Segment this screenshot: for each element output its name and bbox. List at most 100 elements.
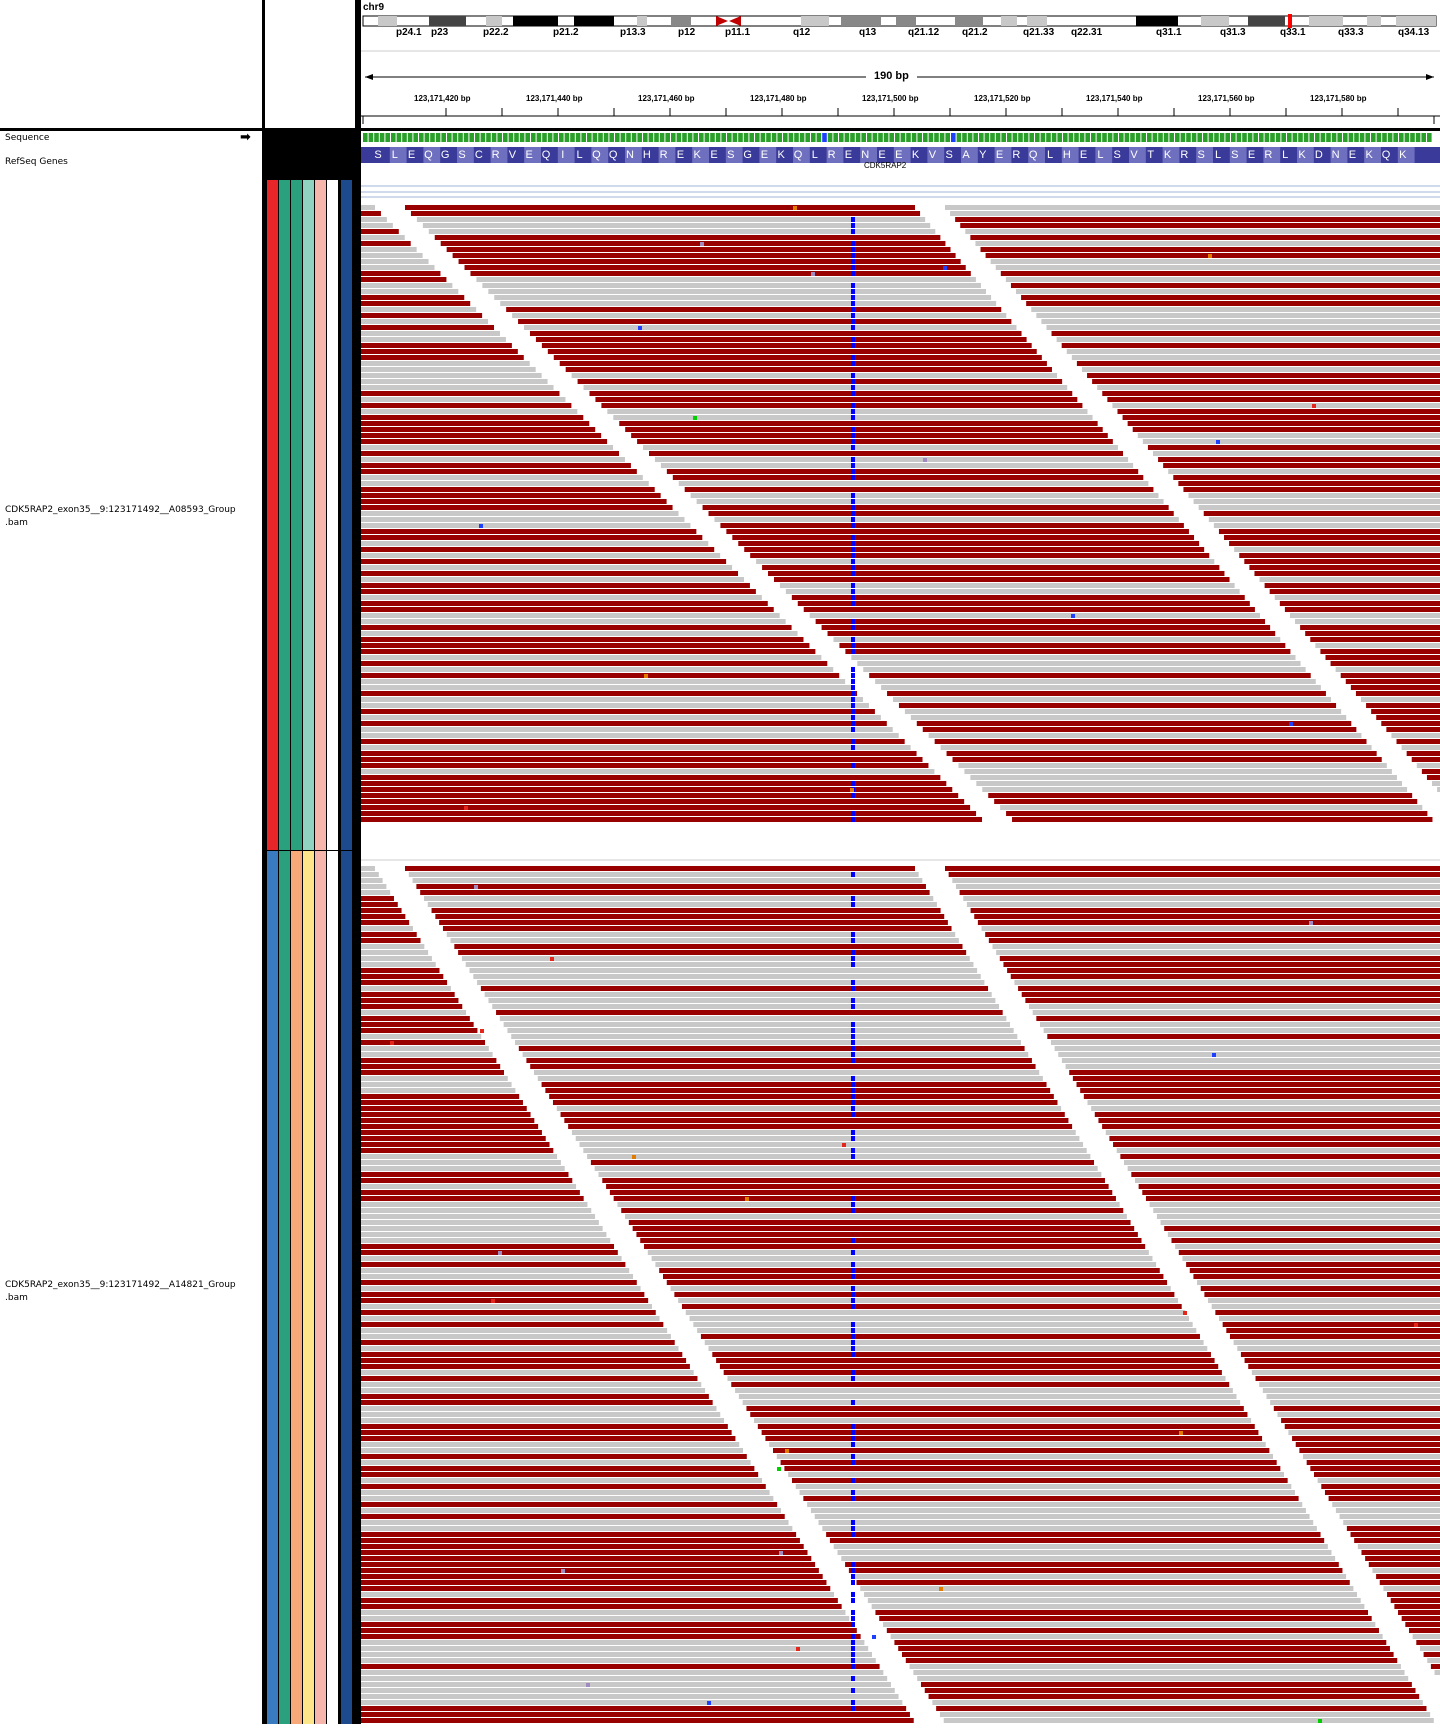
variant-base	[851, 1004, 855, 1009]
variant-base	[851, 1094, 855, 1099]
aligned-read	[361, 1094, 520, 1099]
aligned-read	[1320, 649, 1440, 654]
aligned-read	[1005, 277, 1440, 282]
aligned-read	[726, 529, 1189, 534]
aligned-read	[841, 1556, 1336, 1561]
attr-cell-group1	[291, 180, 302, 850]
aligned-read	[1198, 505, 1440, 510]
strand-arrow-icon[interactable]: ➡	[240, 130, 251, 145]
aligned-read	[361, 1256, 622, 1261]
variant-base	[851, 1022, 855, 1027]
aligned-read	[361, 1502, 778, 1507]
sequence-track-label[interactable]: Sequence	[5, 133, 50, 143]
bam2-track-label[interactable]: CDK5RAP2_exon35__9:123171492__A14821_Gro…	[5, 1280, 236, 1290]
aligned-read	[361, 926, 413, 931]
variant-base	[851, 1688, 855, 1693]
aligned-read	[589, 391, 1073, 396]
variant-base	[851, 872, 855, 877]
aligned-read	[361, 1292, 645, 1297]
sequence-base	[648, 133, 654, 142]
sequence-base	[1169, 133, 1174, 142]
aligned-read	[1058, 1052, 1440, 1057]
aligned-read	[560, 1112, 1065, 1117]
aligned-read	[975, 241, 1440, 246]
gene-name-label[interactable]: CDK5RAP2	[864, 161, 907, 170]
alignment-view[interactable]	[361, 0, 1440, 1724]
mismatch-base	[745, 1197, 749, 1201]
aligned-read	[361, 583, 750, 588]
aligned-read	[361, 799, 965, 804]
bam1-track-label[interactable]: CDK5RAP2_exon35__9:123171492__A08593_Gro…	[5, 505, 236, 515]
amino-acid: E	[676, 149, 685, 161]
aligned-read	[1234, 547, 1440, 552]
amino-acid-alt	[860, 147, 877, 163]
aligned-read	[361, 1046, 489, 1051]
aligned-read	[477, 980, 985, 985]
sequence-base	[603, 133, 609, 142]
aligned-read	[636, 1232, 1138, 1237]
sequence-base	[710, 133, 715, 142]
aligned-read	[996, 950, 1440, 955]
aligned-read	[1299, 1448, 1440, 1453]
amino-acid-alt	[1095, 147, 1113, 163]
aligned-read	[1016, 289, 1440, 294]
variant-base	[851, 1526, 855, 1531]
aligned-read	[1357, 1544, 1440, 1549]
sequence-base	[676, 133, 682, 142]
aligned-read	[1163, 463, 1440, 468]
amino-acid-alt	[793, 147, 810, 163]
variant-base	[851, 1112, 855, 1117]
aligned-read	[361, 553, 721, 558]
variant-base	[851, 932, 855, 937]
aligned-read	[1240, 1352, 1440, 1357]
aligned-read	[361, 914, 406, 919]
aligned-read	[735, 1388, 1233, 1393]
aligned-read	[945, 866, 1440, 871]
aligned-read	[898, 1646, 1390, 1651]
aligned-read	[1109, 1136, 1440, 1141]
aligned-read	[361, 703, 869, 708]
aligned-read	[785, 589, 1240, 594]
aligned-read	[863, 667, 1306, 672]
amino-acid-alt	[625, 147, 642, 163]
amino-acid: L	[1097, 149, 1104, 161]
sequence-base	[1236, 133, 1242, 142]
variant-base	[851, 301, 855, 306]
aligned-read	[1211, 1304, 1440, 1309]
sequence-base	[1281, 133, 1286, 142]
sequence-base	[1365, 133, 1370, 142]
attr-cell-group2	[279, 851, 290, 1724]
aligned-read	[649, 451, 1123, 456]
aligned-read	[1061, 1058, 1440, 1063]
sequence-base	[1046, 133, 1051, 142]
mismatch-base	[796, 1647, 800, 1651]
aligned-read	[361, 619, 786, 624]
sequence-base	[363, 133, 368, 142]
amino-acid: E	[878, 149, 886, 161]
aligned-read	[809, 613, 1260, 618]
aligned-read	[1012, 817, 1433, 822]
variant-base	[851, 896, 855, 901]
aligned-read	[361, 1538, 800, 1543]
data-panel[interactable]	[358, 0, 1440, 1724]
aligned-read	[1036, 313, 1440, 318]
amino-acid: V	[508, 149, 517, 161]
sequence-base	[1359, 133, 1365, 142]
aligned-read	[499, 1016, 1007, 1021]
attribute-columns[interactable]	[262, 0, 358, 1724]
amino-acid: N	[1331, 149, 1340, 161]
variant-base	[851, 565, 855, 570]
aligned-read	[948, 872, 1440, 877]
sequence-base	[1404, 133, 1410, 142]
refseq-track-label[interactable]: RefSeq Genes	[5, 157, 68, 167]
aligned-read	[1279, 601, 1440, 606]
sequence-base	[1231, 133, 1236, 142]
sequence-base	[878, 133, 883, 142]
aligned-read	[361, 589, 756, 594]
aligned-read	[361, 1184, 577, 1189]
aligned-read	[1056, 337, 1440, 342]
aligned-read	[1021, 992, 1440, 997]
variant-base	[851, 1052, 855, 1057]
aligned-read	[361, 349, 518, 354]
aligned-read	[446, 247, 951, 252]
